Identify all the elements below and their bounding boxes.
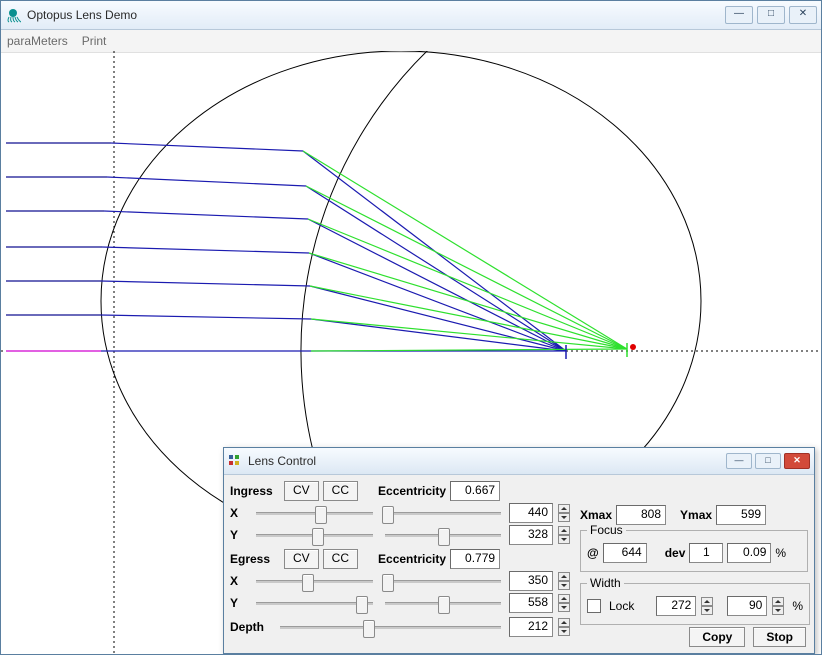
width-pct-sign: % [792,599,803,613]
window-controls: — □ ✕ [725,6,817,24]
xmax-label: Xmax [580,508,612,522]
ingress-label: Ingress [230,484,280,498]
width-val2-spinner[interactable] [772,597,784,615]
depth-value: 212 [509,617,553,637]
sub-minimize-button[interactable]: — [726,453,752,469]
menu-parameters[interactable]: paraMeters [7,34,68,48]
x-value: 440 [509,503,553,523]
ingress-ecc-value: 0.667 [450,481,500,501]
title-bar[interactable]: Optopus Lens Demo — □ ✕ [1,1,821,30]
x-spinner[interactable] [558,504,570,522]
sub-window-controls: — □ ✕ [726,453,810,469]
menu-print[interactable]: Print [82,34,107,48]
ey-spinner[interactable] [558,594,570,612]
copy-button[interactable]: Copy [689,627,745,647]
ey-slider-fine[interactable] [385,594,502,612]
sub-close-button[interactable]: ✕ [784,453,810,469]
ex-slider-fine[interactable] [385,572,502,590]
client-area: Lens Control — □ ✕ Ingress CV CC Eccentr… [1,51,821,654]
focus-pct-value: 0.09 [727,543,771,563]
focus-at-value: 644 [603,543,647,563]
app-icon [5,7,21,23]
width-legend: Width [587,576,624,590]
ex-value: 350 [509,571,553,591]
width-val1-spinner[interactable] [701,597,713,615]
depth-slider[interactable] [280,618,501,636]
focus-group: Focus @ 644 dev 1 0.09 % [580,523,808,572]
minimize-button[interactable]: — [725,6,753,24]
ey-slider-coarse[interactable] [256,594,373,612]
x-label: X [230,506,248,520]
depth-label: Depth [230,620,272,634]
lens-control-title: Lens Control [248,454,726,468]
egress-cc-button[interactable]: CC [323,549,358,569]
lens-control-window[interactable]: Lens Control — □ ✕ Ingress CV CC Eccentr… [223,447,815,654]
ex-slider-coarse[interactable] [256,572,373,590]
egress-cv-button[interactable]: CV [284,549,319,569]
ey-value: 558 [509,593,553,613]
focus-dev-label: dev [665,546,686,560]
sub-maximize-button[interactable]: □ [755,453,781,469]
ingress-cc-button[interactable]: CC [323,481,358,501]
egress-ecc-value: 0.779 [450,549,500,569]
ingress-ecc-label: Eccentricity [378,484,446,498]
y-spinner[interactable] [558,526,570,544]
main-window: Optopus Lens Demo — □ ✕ paraMeters Print… [0,0,822,655]
width-val2: 90 [727,596,767,616]
y-value: 328 [509,525,553,545]
maximize-button[interactable]: □ [757,6,785,24]
sub-window-icon [228,454,242,468]
ex-spinner[interactable] [558,572,570,590]
ey-label: Y [230,596,248,610]
stop-button[interactable]: Stop [753,627,806,647]
depth-spinner[interactable] [558,618,570,636]
egress-ecc-label: Eccentricity [378,552,446,566]
x-slider-coarse[interactable] [256,504,373,522]
y-label: Y [230,528,248,542]
ymax-value: 599 [716,505,766,525]
lock-checkbox[interactable] [587,599,601,613]
y-slider-coarse[interactable] [256,526,373,544]
close-button[interactable]: ✕ [789,6,817,24]
menu-bar: paraMeters Print [1,30,821,53]
lens-control-body: Ingress CV CC Eccentricity 0.667 Xmax 80… [224,475,814,653]
lock-label: Lock [609,599,634,613]
ex-label: X [230,574,248,588]
focus-dev-value: 1 [689,543,723,563]
width-val1: 272 [656,596,696,616]
ingress-cv-button[interactable]: CV [284,481,319,501]
lens-control-title-bar[interactable]: Lens Control — □ ✕ [224,448,814,475]
focus-pct-sign: % [775,546,786,560]
x-slider-fine[interactable] [385,504,502,522]
xmax-value: 808 [616,505,666,525]
egress-label: Egress [230,552,280,566]
window-title: Optopus Lens Demo [27,8,725,22]
ymax-label: Ymax [680,508,712,522]
width-group: Width Lock 272 90 % [580,576,810,625]
focus-legend: Focus [587,523,626,537]
focus-at-label: @ [587,546,599,560]
y-slider-fine[interactable] [385,526,502,544]
